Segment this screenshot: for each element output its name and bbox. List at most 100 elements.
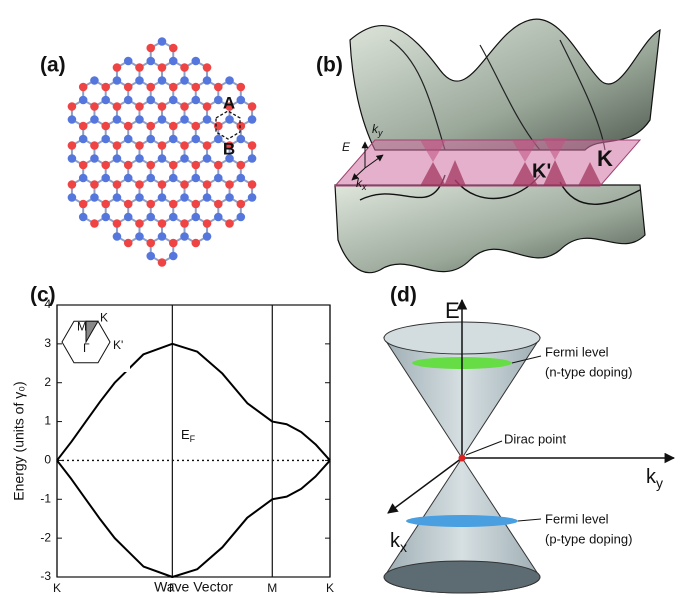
atom: [168, 212, 178, 222]
atom: [112, 102, 122, 111]
atom: [247, 193, 257, 202]
atom: [180, 102, 189, 111]
atom: [168, 238, 178, 248]
atom: [236, 173, 246, 183]
atom: [157, 63, 167, 72]
atom: [112, 63, 122, 72]
atom: [135, 102, 144, 111]
atom: [191, 238, 201, 248]
atom: [101, 82, 111, 92]
atom: [123, 121, 133, 131]
atom: [202, 232, 212, 241]
annotation: Fermi level: [545, 511, 609, 526]
atom: [123, 134, 133, 144]
annotation: (n-type doping): [545, 364, 632, 379]
atom: [146, 251, 156, 261]
atom: [213, 173, 223, 183]
atom: [180, 154, 189, 163]
atom: [101, 160, 111, 170]
inset-label: K: [100, 310, 108, 324]
atom: [90, 154, 99, 163]
atom: [157, 76, 167, 85]
atom: [146, 56, 156, 66]
atom: [123, 95, 133, 105]
atom: [213, 199, 223, 209]
x-tick-label: Γ: [169, 581, 176, 595]
atom: [101, 121, 111, 131]
annotation: Dirac point: [504, 431, 567, 446]
atom: [247, 115, 257, 124]
atom: [213, 160, 223, 170]
atom: [135, 180, 144, 189]
atom: [213, 212, 223, 222]
y-tick-label: 4: [44, 297, 51, 311]
atom: [202, 102, 212, 111]
atom: [146, 199, 156, 209]
atom: [146, 82, 156, 92]
atom: [225, 180, 234, 189]
atom: [157, 115, 167, 124]
atom: [112, 154, 122, 163]
atom: [67, 154, 77, 163]
atom: [157, 102, 167, 111]
band-line: [56, 459, 331, 578]
atom: [78, 82, 88, 92]
y-axis-label: Energy (units of γ₀): [11, 381, 27, 500]
atom: [236, 160, 246, 170]
axis-label-main: k: [646, 466, 657, 488]
k-point-label: K: [597, 146, 613, 171]
atom: [180, 76, 189, 85]
inset-label: M: [77, 319, 87, 333]
atom: [157, 258, 167, 267]
atom: [146, 212, 156, 222]
atom: [180, 63, 189, 72]
x-axis-label: Wave Vector: [154, 579, 233, 595]
atom: [135, 141, 144, 150]
y-tick-label: 0: [44, 453, 51, 467]
atom: [225, 141, 234, 150]
dirac-cones: [383, 298, 676, 594]
atom: [112, 76, 122, 85]
y-tick-label: 1: [44, 414, 51, 428]
atom: [123, 56, 133, 66]
axis-label-sub: y: [377, 128, 383, 138]
atom: [112, 193, 122, 202]
atom: [202, 76, 212, 85]
panel-label: (b): [316, 54, 343, 77]
atom: [247, 154, 257, 163]
atom: [168, 199, 178, 209]
atom: [78, 160, 88, 170]
atom: [213, 121, 223, 131]
axis-label: E: [342, 140, 351, 154]
atom: [191, 95, 201, 105]
atom: [202, 193, 212, 202]
atom: [202, 63, 212, 72]
atom: [202, 219, 212, 228]
atom: [90, 76, 99, 85]
y-tick-label: -1: [40, 491, 51, 505]
atom: [213, 95, 223, 105]
atom: [101, 95, 111, 105]
sublattice-label: B: [223, 139, 235, 158]
axis-label: ky: [372, 122, 383, 138]
atom: [191, 199, 201, 209]
atom: [90, 193, 99, 202]
atom: [168, 173, 178, 183]
x-tick-label: K: [326, 581, 334, 595]
atom: [236, 212, 246, 222]
atom: [78, 134, 88, 144]
atom: [213, 134, 223, 144]
atom: [90, 102, 99, 111]
atom: [247, 180, 257, 189]
k-point-label: K': [532, 160, 551, 182]
axis-label: ky: [646, 466, 663, 490]
atom: [168, 95, 178, 105]
atom: [135, 154, 144, 163]
atom: [191, 173, 201, 183]
atom: [180, 193, 189, 202]
atom: [135, 63, 144, 72]
atom: [90, 141, 99, 150]
axis-label-main: k: [372, 122, 379, 136]
